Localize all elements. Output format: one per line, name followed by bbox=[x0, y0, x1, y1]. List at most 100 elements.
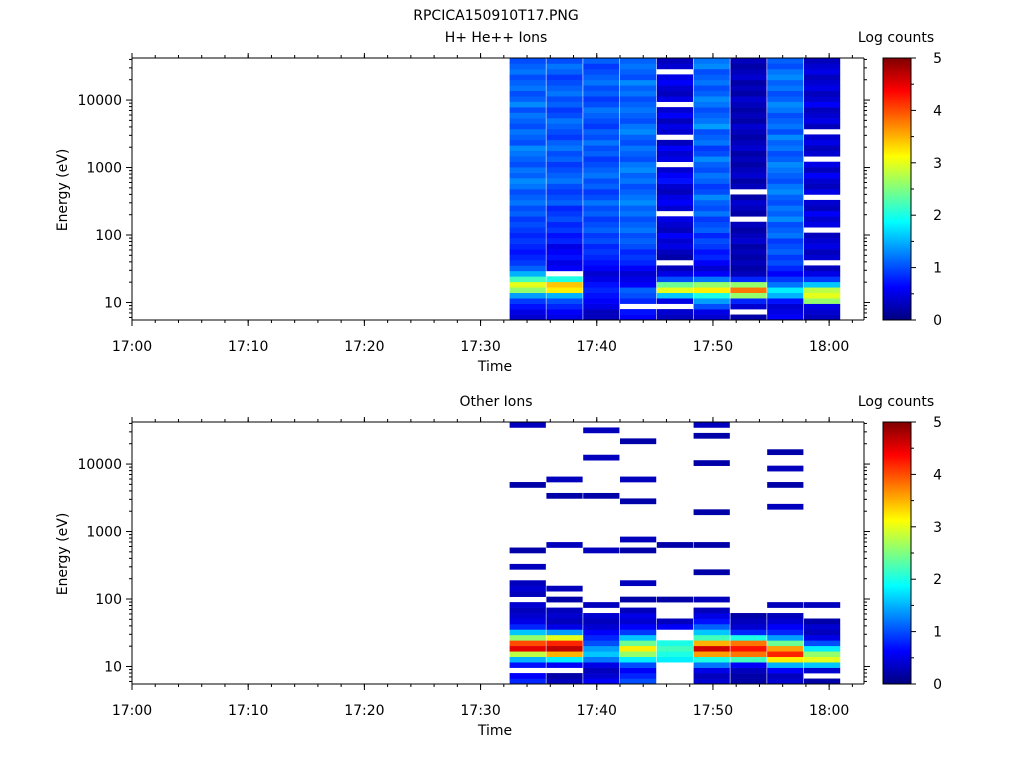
heatmap-cell bbox=[767, 254, 804, 261]
heatmap-cell bbox=[730, 167, 767, 173]
y-axis-label: Energy (eV) bbox=[55, 513, 71, 596]
heatmap-cell bbox=[803, 303, 841, 310]
x-axis-label: Time bbox=[477, 359, 512, 375]
heatmap-cell bbox=[767, 172, 804, 179]
heatmap-cell bbox=[583, 243, 620, 250]
heatmap-cell bbox=[803, 270, 841, 277]
heatmap-cell bbox=[583, 623, 620, 630]
heatmap-cell bbox=[693, 287, 730, 294]
axes-frame: 17:00 17:10 17:20 17:30 17:40 17:50 18:00 10 100… bbox=[77, 417, 870, 719]
heatmap-cell bbox=[803, 178, 841, 184]
heatmap-cell bbox=[509, 613, 546, 619]
heatmap-cell bbox=[767, 139, 804, 146]
heatmap-cell bbox=[693, 607, 730, 614]
colorbar: 0 1 2 3 4 5 bbox=[882, 415, 942, 693]
heatmap-cell bbox=[509, 85, 546, 92]
heatmap-cell bbox=[656, 249, 694, 255]
heatmap-cell bbox=[767, 270, 804, 277]
heatmap-cell bbox=[546, 227, 583, 233]
heatmap-cell bbox=[546, 678, 583, 685]
heatmap-cell bbox=[693, 276, 730, 283]
heatmap-cell bbox=[693, 281, 730, 288]
heatmap-cell bbox=[546, 112, 583, 119]
heatmap-cell bbox=[546, 216, 583, 223]
heatmap-cell bbox=[730, 634, 767, 641]
heatmap-cell bbox=[730, 194, 767, 201]
heatmap-cell bbox=[546, 74, 583, 81]
heatmap-cell bbox=[620, 134, 657, 141]
heatmap-cell bbox=[803, 287, 841, 294]
heatmap-cell bbox=[509, 634, 546, 641]
heatmap-cell bbox=[767, 634, 804, 641]
heatmap-cell bbox=[730, 673, 767, 679]
heatmap-cell bbox=[620, 309, 657, 315]
heatmap-cell bbox=[509, 68, 546, 75]
heatmap-cell bbox=[546, 58, 583, 64]
heatmap-cell bbox=[693, 596, 730, 603]
heatmap-cell bbox=[620, 662, 657, 668]
heatmap-cell bbox=[583, 613, 620, 619]
heatmap-cell bbox=[693, 259, 730, 266]
heatmap-cell bbox=[583, 673, 620, 679]
heatmap-cell bbox=[767, 178, 804, 184]
heatmap-cell bbox=[620, 270, 657, 277]
heatmap-cell bbox=[803, 145, 841, 152]
heatmap-cell bbox=[620, 58, 657, 64]
heatmap-cell bbox=[509, 199, 546, 206]
heatmap-cell bbox=[620, 678, 657, 685]
heatmap-cell bbox=[583, 194, 620, 201]
heatmap-cell bbox=[583, 287, 620, 294]
heatmap-cell bbox=[693, 79, 730, 86]
heatmap-cell bbox=[620, 118, 657, 124]
heatmap-cell bbox=[656, 107, 694, 113]
heatmap-cell bbox=[656, 189, 694, 195]
heatmap-cell bbox=[583, 662, 620, 668]
heatmap-cell bbox=[730, 623, 767, 630]
heatmap-cell bbox=[693, 85, 730, 92]
heatmap-cell bbox=[803, 210, 841, 217]
heatmap-cell bbox=[546, 640, 583, 647]
heatmap-cell bbox=[803, 221, 841, 228]
heatmap-cell bbox=[583, 602, 620, 608]
heatmap-cell bbox=[509, 134, 546, 141]
heatmap-cell bbox=[509, 205, 546, 212]
heatmap-cell bbox=[693, 651, 730, 658]
heatmap-cell bbox=[693, 314, 730, 321]
y-tick-label: 10 bbox=[104, 295, 122, 311]
heatmap-cell bbox=[803, 623, 841, 630]
heatmap-cell bbox=[620, 68, 657, 75]
heatmap-cell bbox=[656, 292, 694, 299]
heatmap-cell bbox=[803, 199, 841, 206]
heatmap-cell bbox=[693, 613, 730, 619]
heatmap-cell bbox=[803, 101, 841, 108]
heatmap-cell bbox=[583, 134, 620, 141]
heatmap-cell bbox=[693, 292, 730, 299]
heatmap-cell bbox=[693, 667, 730, 674]
heatmap-cell bbox=[620, 596, 657, 603]
heatmap-cell bbox=[620, 150, 657, 157]
heatmap-cell bbox=[656, 287, 694, 294]
heatmap-cell bbox=[509, 645, 546, 652]
heatmap-cell bbox=[583, 454, 620, 461]
heatmap-cell bbox=[767, 651, 804, 658]
heatmap-cell bbox=[693, 178, 730, 184]
heatmap-cell bbox=[509, 281, 546, 288]
x-tick-label: 17:30 bbox=[460, 703, 500, 719]
heatmap-cell bbox=[583, 178, 620, 184]
heatmap-cell bbox=[620, 101, 657, 108]
heatmap-cell bbox=[693, 227, 730, 233]
heatmap-cell bbox=[509, 309, 546, 315]
heatmap-cell bbox=[767, 678, 804, 685]
heatmap-cell bbox=[803, 107, 841, 113]
heatmap-cell bbox=[730, 221, 767, 228]
heatmap-cell bbox=[693, 432, 730, 439]
heatmap-cell bbox=[730, 199, 767, 206]
heatmap-cell bbox=[583, 232, 620, 239]
heatmap-cell bbox=[693, 101, 730, 108]
heatmap-cell bbox=[620, 656, 657, 663]
heatmap-cell bbox=[693, 118, 730, 124]
heatmap-cell bbox=[656, 309, 694, 315]
heatmap-cell bbox=[767, 243, 804, 250]
heatmap-cell bbox=[509, 96, 546, 102]
heatmap-cell bbox=[620, 292, 657, 299]
